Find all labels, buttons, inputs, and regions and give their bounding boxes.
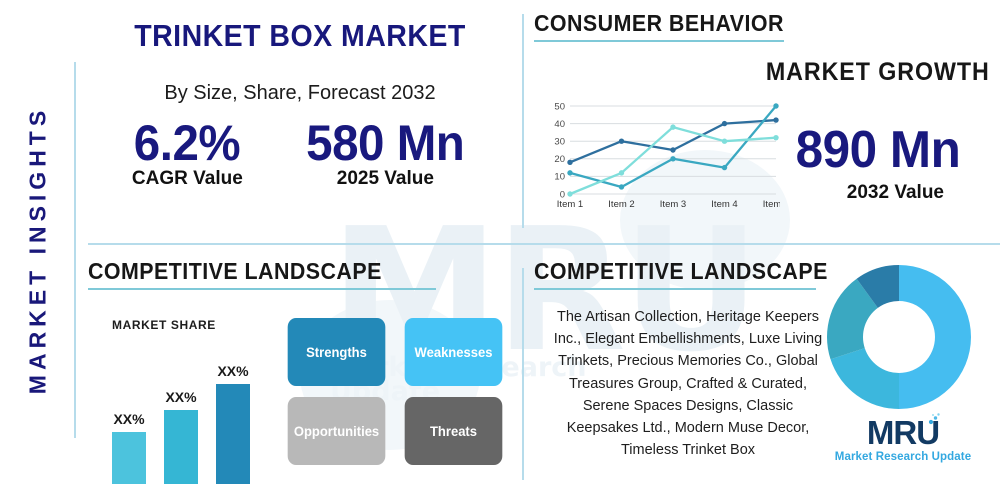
swot-cell-opportunities[interactable]: Opportunities [287,397,386,465]
vertical-divider-bottom [522,268,524,480]
svg-text:30: 30 [554,137,565,148]
consumer-heading-rule [534,40,784,42]
consumer-behavior-line-chart: 0 10 20 30 40 50 Item 1 Item 2 Item 3 Item 4 Item… [540,98,780,218]
kpi-2025: 580 Mn 2025 Value [302,117,469,190]
bar-value-label: XX% [217,362,249,379]
swot-panel: COMPETITIVE LANDSCAPE MARKET SHARE XX% XX… [88,258,512,490]
bar-value-label: XX% [113,411,145,428]
kpi-2025-value: 580 Mn [306,115,465,171]
swot-heading-rule [88,288,436,290]
donut-svg [827,265,971,409]
market-growth-value: 890 Mn [795,121,960,179]
market-growth-label: 2032 Value [846,182,944,203]
horizontal-divider [88,243,1000,245]
logo-tagline: Market Research Update [834,451,972,463]
consumer-behavior-panel: CONSUMER BEHAVIOR MARKET GROWTH 890 Mn 2… [534,10,994,230]
svg-text:40: 40 [554,119,565,130]
donut-segment [856,265,899,308]
bar-column: XX% [112,411,146,484]
svg-text:Item 2: Item 2 [608,199,634,210]
bar-column: XX% [216,363,250,484]
bar-value-label: XX% [165,388,197,405]
competitive-landscape-panel: COMPETITIVE LANDSCAPE The Artisan Collec… [534,258,994,490]
svg-text:Item 4: Item 4 [711,199,737,210]
rail-divider [74,62,76,438]
svg-text:Item 3: Item 3 [660,199,686,210]
market-share-bar-chart: XX% XX% XX% [100,334,280,484]
logo-droplet-icon [928,413,940,425]
line-chart-gridlines [570,105,776,195]
kpi-2025-label: 2025 Value [336,167,434,189]
swot-grid: Strengths Weaknesses Opportunities Threats [284,318,506,465]
donut-segment [827,278,878,360]
watermark-mark: MRU [330,192,760,390]
swot-cell-threats[interactable]: Threats [404,397,503,465]
rail-label: MARKET INSIGHTS [24,105,51,395]
logo-mark-label: MRU [866,414,940,451]
title-panel: TRINKET BOX MARKET By Size, Share, Forec… [88,10,512,230]
mru-logo: MRU Market Research Update [834,413,972,463]
swot-heading: COMPETITIVE LANDSCAPE [88,258,382,284]
vertical-divider-top [522,14,524,228]
bar-column: XX% [164,389,198,484]
competitive-heading-rule [534,288,816,290]
donut-segment [899,265,971,409]
kpi-row: 6.2% CAGR Value 580 Mn 2025 Value [88,117,512,190]
svg-text:20: 20 [554,154,565,165]
kpi-cagr-value: 6.2% [134,115,241,171]
svg-text:0: 0 [560,189,565,200]
consumer-heading-wrap: CONSUMER BEHAVIOR [534,10,784,42]
page-title: TRINKET BOX MARKET [134,18,466,53]
line-chart-series [567,103,779,197]
market-share-donut-chart [824,262,974,412]
market-growth-title: MARKET GROWTH [766,58,990,86]
left-rail: MARKET INSIGHTS [0,0,76,500]
market-share-label: MARKET SHARE [112,318,216,332]
line-chart-y-ticks: 0 10 20 30 40 50 [554,101,565,200]
consumer-heading: CONSUMER BEHAVIOR [534,10,784,36]
bar-rect [164,409,198,484]
kpi-cagr: 6.2% CAGR Value [131,117,243,190]
swot-cell-weaknesses[interactable]: Weaknesses [404,318,503,386]
donut-segment [830,348,899,409]
svg-text:50: 50 [554,101,565,112]
kpi-cagr-label: CAGR Value [131,167,243,189]
competitive-heading: COMPETITIVE LANDSCAPE [534,258,828,284]
company-list: The Artisan Collection, Heritage Keepers… [553,309,823,459]
swot-cell-strengths[interactable]: Strengths [287,318,386,386]
logo-mark-text: MRU [866,413,940,451]
bar-rect [216,383,250,484]
page-subtitle: By Size, Share, Forecast 2032 [164,82,436,104]
donut-segments [827,265,971,409]
line-chart-x-labels: Item 1 Item 2 Item 3 Item 4 Item 5 [557,199,780,210]
swot-heading-wrap: COMPETITIVE LANDSCAPE [88,258,512,290]
competitive-heading-wrap: COMPETITIVE LANDSCAPE [534,258,994,290]
svg-text:Item 1: Item 1 [557,199,583,210]
svg-text:10: 10 [554,172,565,183]
svg-text:Item 5: Item 5 [763,199,780,210]
bar-rect [112,432,146,484]
